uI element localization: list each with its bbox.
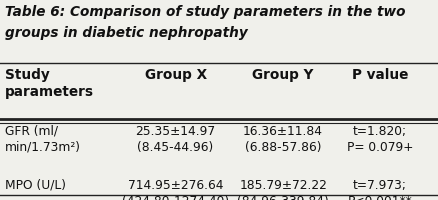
Text: 25.35±14.97
(8.45-44.96): 25.35±14.97 (8.45-44.96) — [135, 125, 215, 154]
Text: 714.95±276.64
(424.80-1274.40): 714.95±276.64 (424.80-1274.40) — [122, 179, 229, 200]
Text: Group X: Group X — [144, 68, 206, 82]
Text: 16.36±11.84
(6.88-57.86): 16.36±11.84 (6.88-57.86) — [243, 125, 322, 154]
Text: groups in diabetic nephropathy: groups in diabetic nephropathy — [5, 26, 247, 40]
Text: t=7.973;
P<0.001**: t=7.973; P<0.001** — [346, 179, 411, 200]
Text: t=1.820;
P= 0.079+: t=1.820; P= 0.079+ — [346, 125, 412, 154]
Text: Group Y: Group Y — [252, 68, 313, 82]
Text: P value: P value — [351, 68, 407, 82]
Text: MPO (U/L): MPO (U/L) — [5, 179, 66, 192]
Text: 185.79±72.22
(84.96-339.84): 185.79±72.22 (84.96-339.84) — [237, 179, 328, 200]
Text: Study
parameters: Study parameters — [5, 68, 94, 99]
Text: Table 6: Comparison of study parameters in the two: Table 6: Comparison of study parameters … — [5, 5, 405, 19]
Text: GFR (ml/
min/1.73m²): GFR (ml/ min/1.73m²) — [5, 125, 81, 154]
